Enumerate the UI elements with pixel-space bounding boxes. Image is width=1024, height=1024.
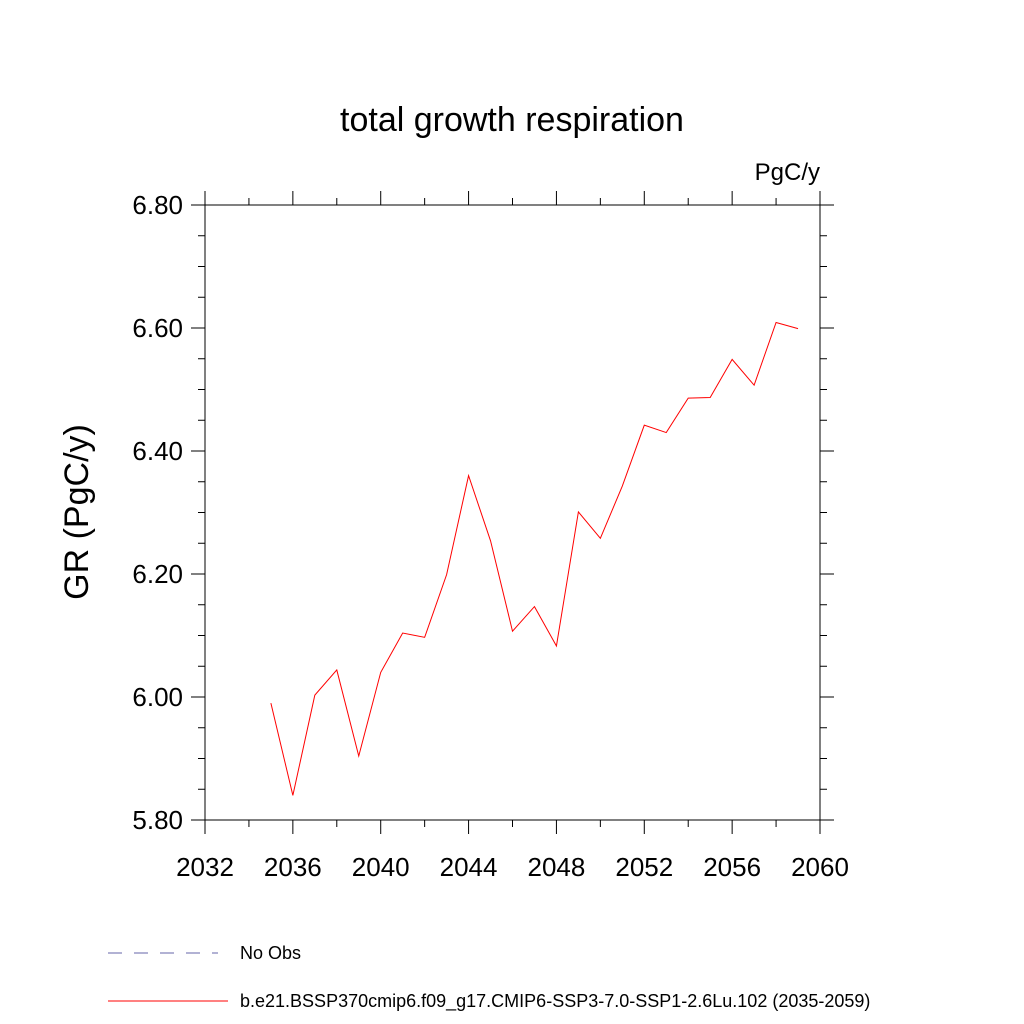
legend-label-model: b.e21.BSSP370cmip6.f09_g17.CMIP6-SSP3-7.… (240, 991, 870, 1012)
y-tick-label: 6.00 (132, 682, 183, 712)
x-tick-label: 2048 (528, 852, 586, 882)
y-tick-label: 6.60 (132, 313, 183, 343)
x-tick-label: 2056 (703, 852, 761, 882)
axis-ticks (191, 191, 834, 834)
axis-tick-labels: 2032 2036 2040 2044 2048 2052 2056 2060 5.80 6.00… (132, 190, 849, 882)
series-line (270, 321, 799, 796)
chart-title: total growth respiration (340, 101, 684, 139)
y-tick-label: 6.40 (132, 436, 183, 466)
x-tick-label: 2032 (176, 852, 234, 882)
legend: No Obs b.e21.BSSP370cmip6.f09_g17.CMIP6-… (108, 943, 870, 1012)
y-axis-title: GR (PgC/y) (58, 424, 96, 600)
legend-label-no-obs: No Obs (240, 943, 301, 963)
y-tick-label: 6.80 (132, 190, 183, 220)
x-tick-label: 2044 (440, 852, 498, 882)
y-tick-label: 5.80 (132, 805, 183, 835)
x-tick-label: 2040 (352, 852, 410, 882)
plot-frame (204, 204, 821, 821)
x-tick-label: 2060 (791, 852, 849, 882)
units-label: PgC/y (755, 159, 820, 186)
x-tick-label: 2036 (264, 852, 322, 882)
x-tick-label: 2052 (615, 852, 673, 882)
y-tick-label: 6.20 (132, 559, 183, 589)
